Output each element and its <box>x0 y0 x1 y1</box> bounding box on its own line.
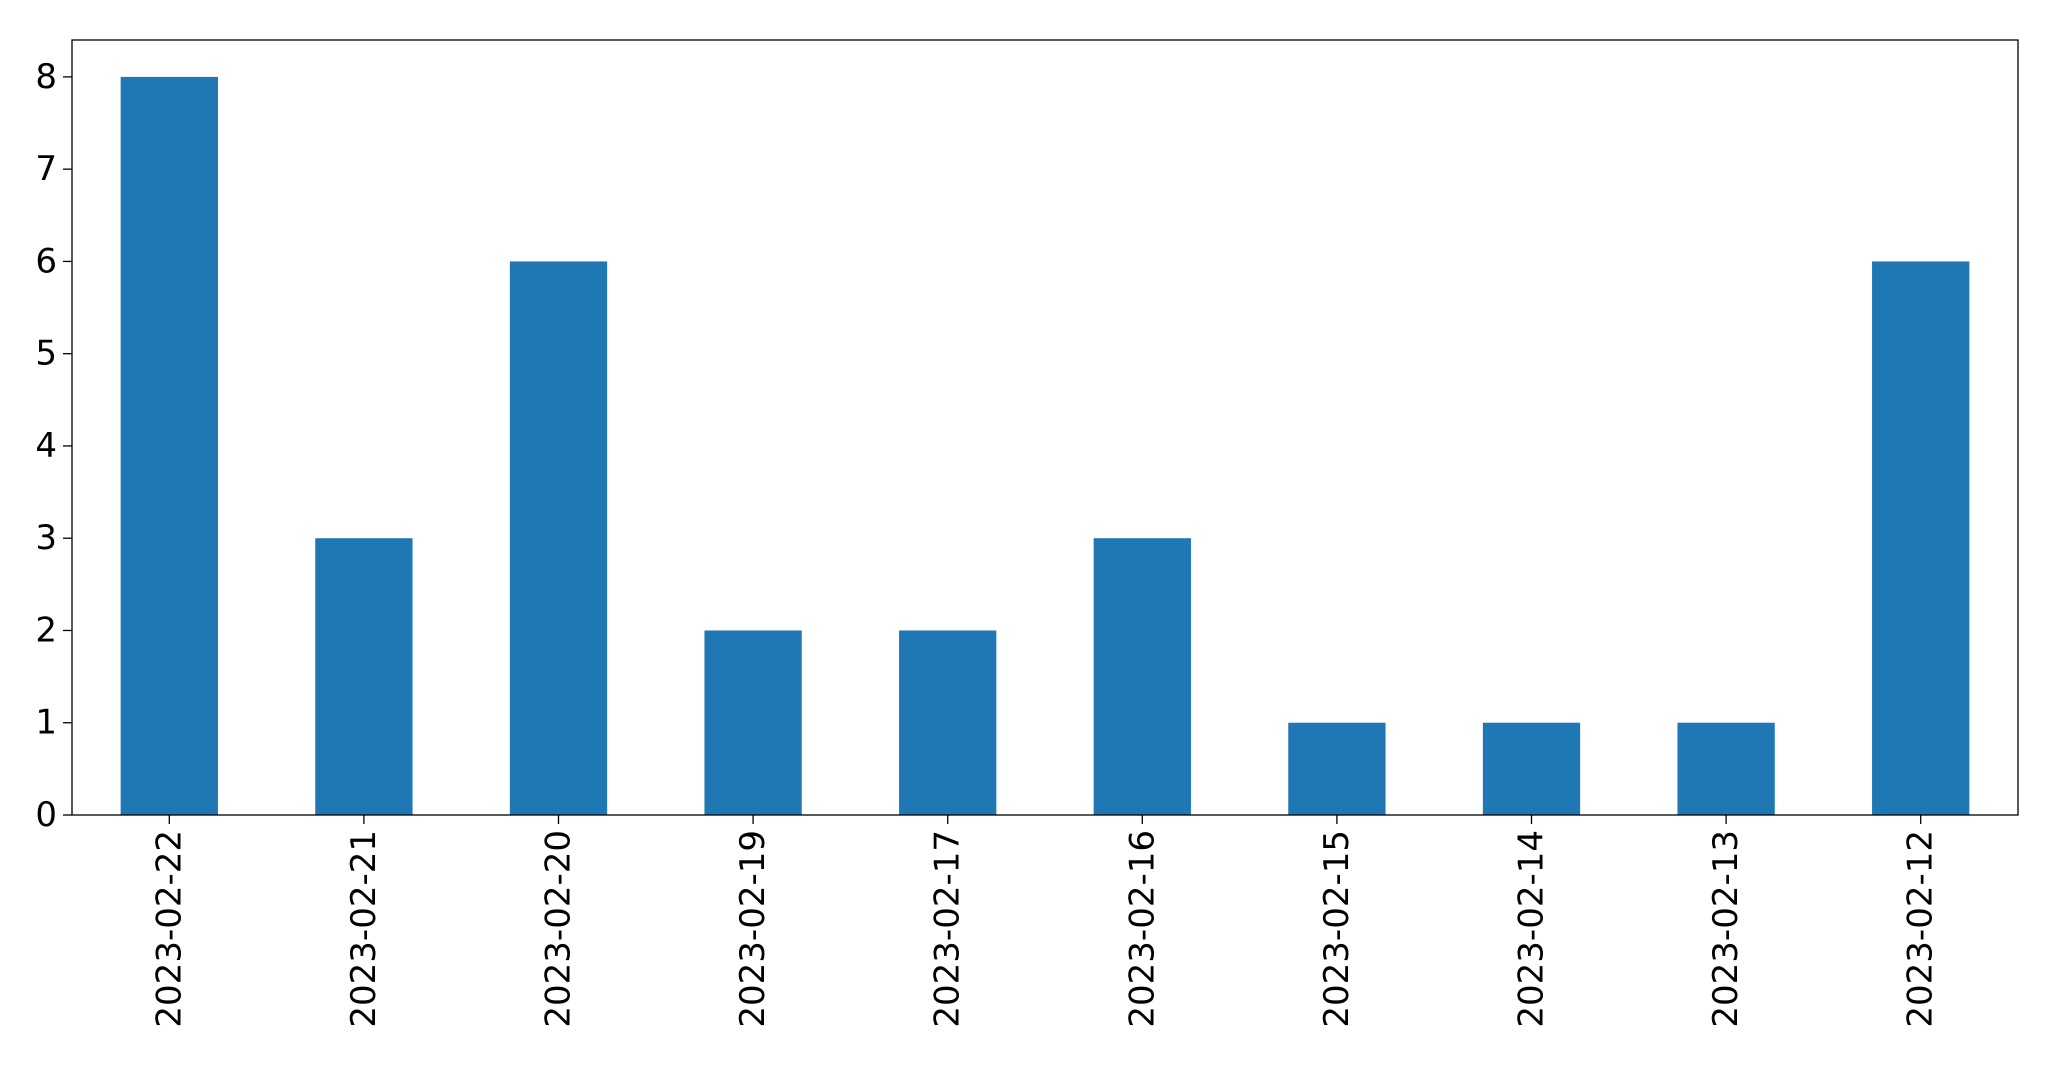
x-tick-label: 2023-02-19 <box>733 830 773 1028</box>
plot-frame <box>71 39 2019 816</box>
y-tick-label: 0 <box>35 795 57 835</box>
y-tick-label: 8 <box>35 57 57 97</box>
x-tick-label: 2023-02-22 <box>149 830 189 1028</box>
y-tick-label: 7 <box>35 149 57 189</box>
y-axis: 0 1 2 3 4 5 6 7 8 <box>35 57 72 835</box>
bar-2023-02-20 <box>509 261 608 815</box>
bar-2023-02-21 <box>315 538 413 815</box>
bar-2023-02-22 <box>120 76 218 815</box>
y-tick-label: 6 <box>35 241 57 281</box>
y-tick-label: 5 <box>35 334 57 374</box>
x-tick-label: 2023-02-12 <box>1901 830 1941 1028</box>
x-tick-label: 2023-02-16 <box>1122 830 1162 1028</box>
x-tick-label: 2023-02-14 <box>1512 830 1552 1028</box>
bar-2023-02-17 <box>899 630 997 815</box>
y-tick-label: 4 <box>35 426 57 466</box>
bars-layer <box>120 76 1970 815</box>
y-tick-label: 3 <box>35 518 57 558</box>
bar-2023-02-19 <box>704 630 802 815</box>
x-tick-label: 2023-02-20 <box>539 830 579 1028</box>
bar-2023-02-13 <box>1677 722 1775 815</box>
bar-2023-02-14 <box>1482 722 1581 815</box>
x-axis: 2023-02-22 2023-02-21 2023-02-20 2023-02-19… <box>149 815 1941 1028</box>
bar-2023-02-16 <box>1093 538 1191 815</box>
x-tick-label: 2023-02-13 <box>1706 830 1746 1028</box>
bar-2023-02-15 <box>1288 722 1386 815</box>
x-tick-label: 2023-02-21 <box>344 830 384 1028</box>
bar-2023-02-12 <box>1872 261 1970 815</box>
x-tick-label: 2023-02-15 <box>1317 830 1357 1028</box>
y-tick-label: 2 <box>35 610 57 650</box>
x-tick-label: 2023-02-17 <box>928 830 968 1028</box>
y-tick-label: 1 <box>35 703 57 743</box>
